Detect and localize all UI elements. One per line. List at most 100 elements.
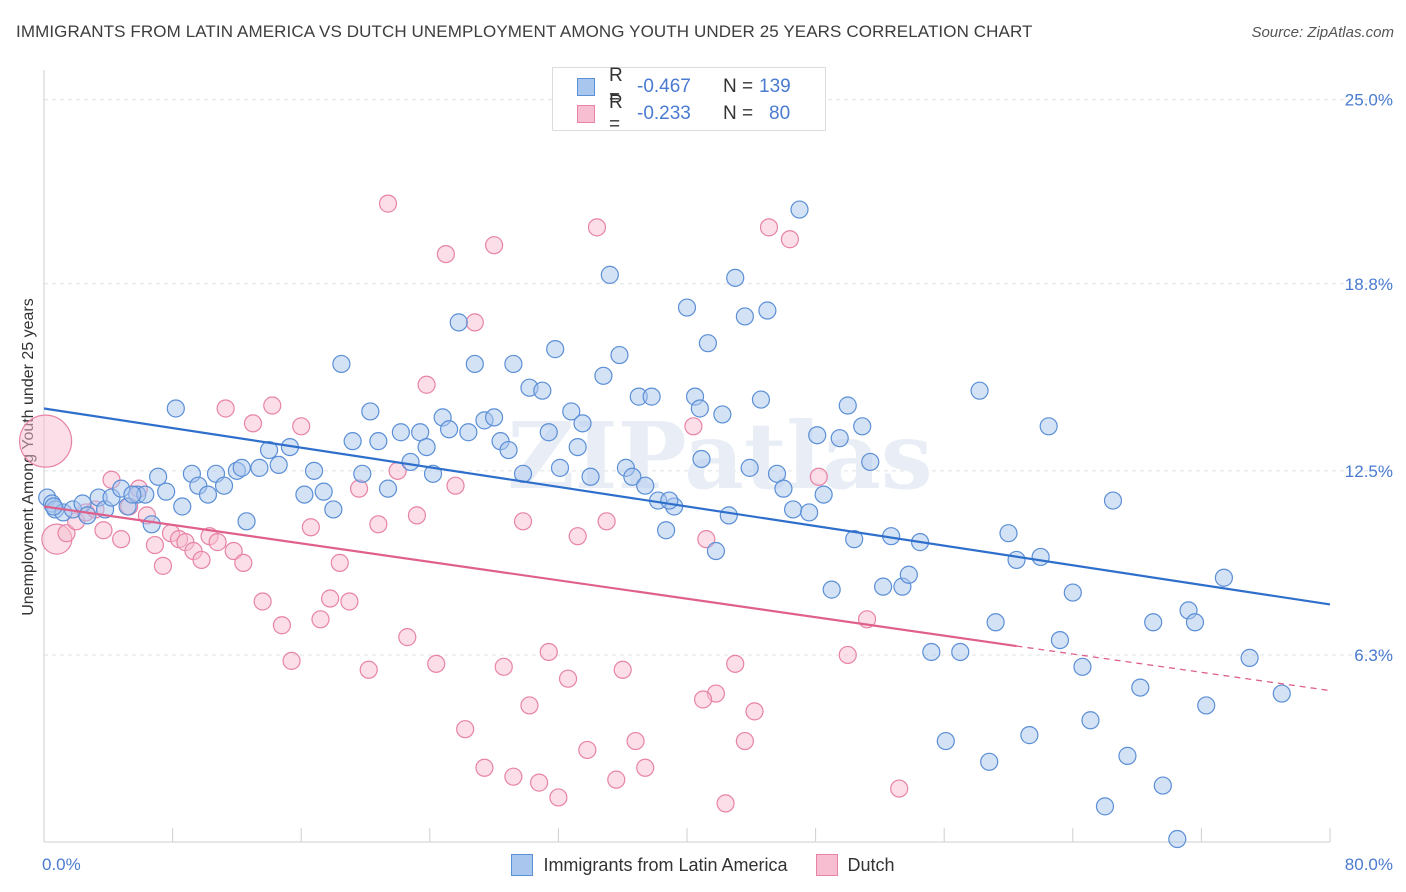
dutch-point bbox=[311, 610, 330, 629]
dutch-point bbox=[282, 651, 301, 670]
dutch-point bbox=[684, 417, 703, 436]
latin-america-point bbox=[166, 399, 185, 418]
y-tick-label: 12.5% bbox=[1345, 462, 1393, 481]
dutch-point bbox=[359, 660, 378, 679]
latin-america-point bbox=[853, 417, 872, 436]
dutch-point bbox=[94, 521, 113, 540]
dutch-point bbox=[607, 770, 626, 789]
dutch-point bbox=[530, 773, 549, 792]
dutch-point bbox=[427, 654, 446, 673]
latin-america-point bbox=[830, 429, 849, 448]
n-value: 80 bbox=[769, 103, 791, 124]
n-label: N = bbox=[723, 103, 754, 124]
dutch-point bbox=[759, 218, 779, 237]
dutch-point bbox=[446, 476, 465, 495]
dutch-point bbox=[243, 414, 263, 433]
latin-america-point bbox=[369, 432, 388, 451]
latin-america-point bbox=[401, 452, 420, 472]
latin-america-point bbox=[581, 467, 600, 486]
latin-america-point bbox=[808, 426, 827, 445]
latin-america-point bbox=[353, 464, 372, 483]
dutch-point bbox=[549, 788, 568, 807]
x-tick-label: 80.0% bbox=[1345, 855, 1393, 874]
latin-america-point bbox=[751, 390, 771, 409]
dutch-point bbox=[456, 720, 475, 739]
dutch-point bbox=[587, 218, 607, 237]
n-value: 139 bbox=[759, 76, 791, 97]
latin-america-point bbox=[539, 423, 558, 442]
legend-row-dutch: R = -0.233 N = 80 bbox=[553, 92, 791, 135]
dutch-point bbox=[292, 417, 311, 436]
latin-america-point bbox=[465, 354, 484, 374]
dutch-point bbox=[436, 244, 455, 264]
latin-america-point bbox=[504, 354, 523, 374]
pink-swatch bbox=[577, 105, 595, 123]
latin-america-point bbox=[78, 506, 97, 525]
latin-america-point bbox=[1007, 550, 1026, 570]
latin-america-point bbox=[123, 485, 142, 504]
latin-america-point bbox=[951, 642, 970, 662]
blue-swatch bbox=[511, 854, 534, 876]
dutch-point bbox=[465, 313, 484, 332]
legend-label: Immigrants from Latin America bbox=[543, 854, 788, 875]
latin-america-point bbox=[1214, 568, 1234, 587]
latin-america-point bbox=[758, 301, 777, 320]
latin-america-trend-line bbox=[43, 407, 1331, 606]
latin-america-point bbox=[677, 298, 697, 317]
r-value: -0.233 bbox=[637, 103, 691, 124]
dutch-point bbox=[224, 541, 243, 561]
x-tick-label: 0.0% bbox=[42, 855, 81, 874]
latin-america-point bbox=[1063, 583, 1082, 602]
latin-america-point bbox=[922, 642, 941, 662]
latin-america-point bbox=[899, 565, 918, 584]
latin-america-point bbox=[713, 405, 732, 424]
r-label: R = bbox=[609, 65, 623, 108]
latin-america-point bbox=[692, 449, 711, 469]
latin-america-point bbox=[459, 423, 478, 442]
source-label: Source: ZipAtlas.com bbox=[1251, 24, 1394, 41]
dutch-point bbox=[19, 414, 73, 468]
r-label: R = bbox=[609, 92, 623, 135]
dutch-point bbox=[475, 758, 494, 777]
latin-america-point bbox=[838, 396, 857, 415]
dutch-point bbox=[636, 758, 655, 777]
latin-america-point bbox=[142, 515, 161, 534]
dutch-point bbox=[301, 518, 320, 537]
y-tick-label: 6.3% bbox=[1354, 646, 1393, 665]
latin-america-point bbox=[324, 500, 343, 519]
legend-label: Dutch bbox=[847, 854, 895, 875]
dutch-point bbox=[398, 628, 417, 647]
latin-america-point bbox=[198, 485, 218, 504]
dutch-points bbox=[19, 194, 909, 813]
latin-america-point bbox=[660, 491, 679, 510]
dutch-point bbox=[568, 527, 587, 546]
latin-america-point bbox=[1185, 613, 1205, 632]
legend-item-dutch[interactable]: Dutch bbox=[815, 854, 895, 876]
latin-america-point bbox=[1031, 547, 1050, 567]
latin-america-point bbox=[173, 497, 192, 516]
latin-america-point bbox=[690, 399, 709, 418]
dutch-point bbox=[208, 533, 227, 552]
latin-america-point bbox=[259, 440, 279, 460]
latin-america-point bbox=[1081, 711, 1100, 730]
latin-america-point bbox=[623, 467, 642, 486]
dutch-point bbox=[253, 592, 272, 611]
dutch-point bbox=[726, 654, 745, 673]
dutch-point bbox=[494, 657, 513, 676]
dutch-point bbox=[272, 616, 292, 635]
dutch-point bbox=[340, 592, 359, 611]
latin-america-point bbox=[735, 307, 754, 326]
trend-lines bbox=[43, 407, 1331, 692]
legend-item-latin-america[interactable]: Immigrants from Latin America bbox=[511, 854, 788, 876]
latin-america-point bbox=[594, 366, 613, 385]
dutch-point bbox=[697, 530, 716, 549]
dutch-point bbox=[745, 702, 764, 721]
dutch-point bbox=[626, 731, 645, 751]
latin-america-point bbox=[417, 437, 436, 457]
latin-america-point bbox=[874, 577, 893, 596]
latin-america-point bbox=[1131, 678, 1150, 697]
latin-america-point bbox=[1153, 776, 1172, 795]
latin-america-point bbox=[610, 345, 629, 365]
dutch-point bbox=[234, 553, 253, 572]
latin-america-point bbox=[845, 530, 864, 549]
